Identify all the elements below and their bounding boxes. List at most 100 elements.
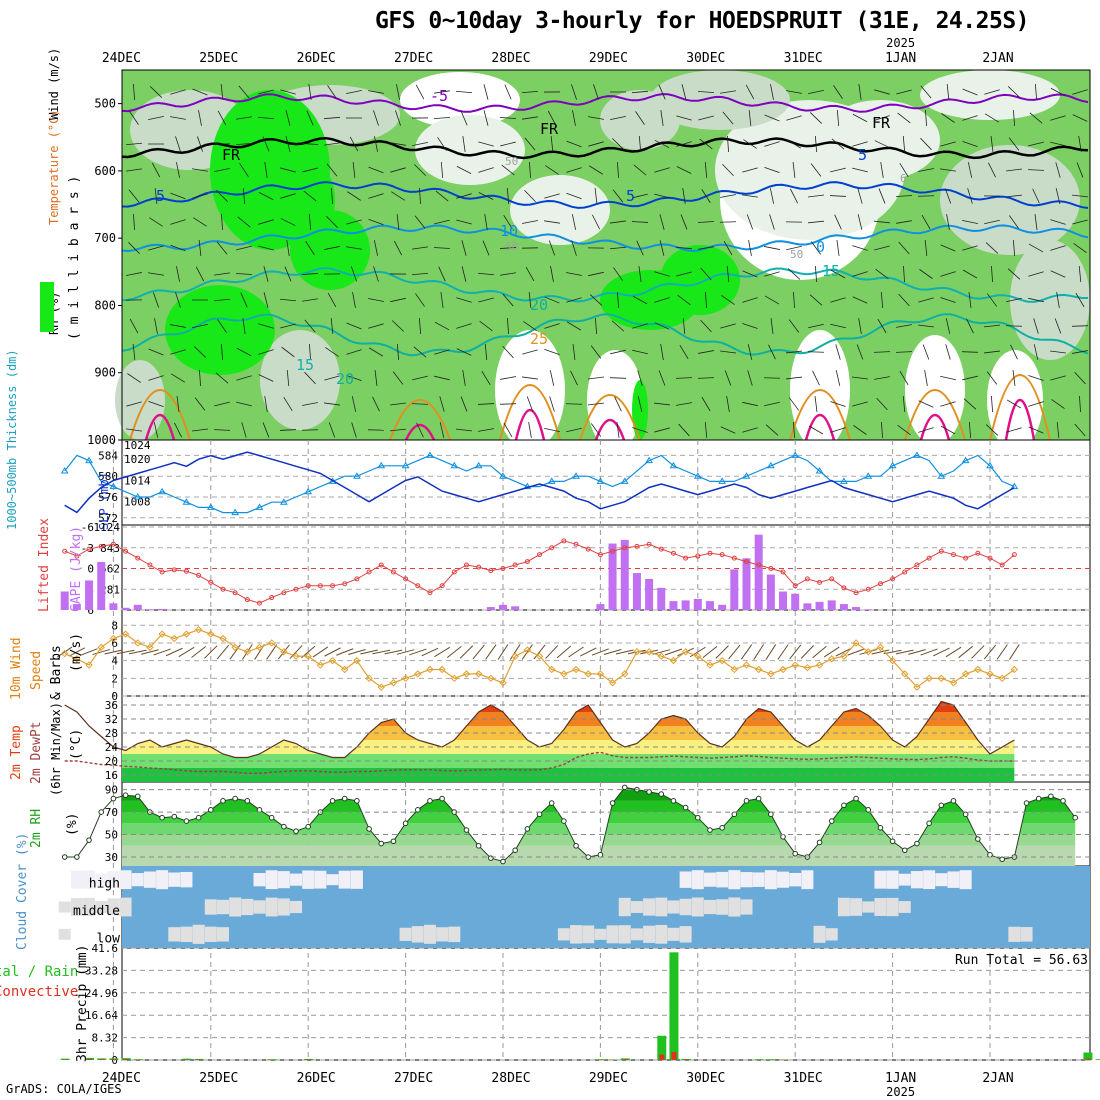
wind-barb	[808, 425, 824, 435]
rh-marker	[1072, 814, 1079, 821]
cloud-cover-cell	[58, 901, 71, 913]
wind-barb	[664, 648, 683, 656]
cloud-cover-cell	[703, 899, 716, 915]
lifted-index-marker	[841, 585, 847, 591]
wind-barb	[1034, 83, 1038, 101]
wind-barb	[214, 168, 230, 172]
wind-barb	[175, 292, 181, 308]
panel-frame	[121, 609, 1091, 697]
wind-barb	[374, 370, 378, 386]
wind-barb	[483, 110, 489, 126]
temp-tick-label: 24	[105, 741, 119, 754]
wind-barb	[485, 644, 497, 660]
rh-marker	[256, 807, 263, 813]
wind-barb	[745, 84, 755, 100]
bottom-day-label: 24DEC	[102, 1071, 141, 1086]
thickness-marker	[353, 472, 361, 479]
wind-barb	[349, 136, 359, 152]
cloud-cover-cell	[691, 870, 704, 890]
wind-speed-marker	[596, 670, 605, 678]
wind-barb	[589, 294, 603, 306]
wind-barb	[1050, 270, 1066, 278]
wind-barb	[588, 116, 604, 120]
lifted-index-marker	[488, 568, 494, 574]
rh-moist-region	[265, 155, 335, 245]
wind-barb	[522, 116, 538, 120]
cloud-cover-cell	[216, 927, 229, 942]
wind-barb	[324, 647, 341, 657]
cloud-cover-cell	[83, 897, 96, 917]
wind-barb	[548, 240, 556, 256]
wind-barb	[765, 424, 779, 436]
wind-barb	[220, 84, 224, 100]
wind-barb	[918, 324, 934, 328]
thickness-marker	[742, 472, 751, 479]
pressure-tick-label: 700	[94, 231, 116, 245]
rh-bands	[122, 787, 1076, 866]
wind-barb	[917, 195, 935, 197]
wind-barb	[967, 162, 973, 178]
wind-barb	[128, 242, 140, 254]
thickness-marker	[523, 482, 532, 490]
wind-barb	[918, 400, 934, 408]
lifted-index-marker	[865, 586, 871, 592]
wind-barb	[1074, 423, 1086, 437]
wind-barb	[834, 214, 842, 230]
wind-speed-marker	[401, 674, 410, 683]
contour-label: 5	[156, 187, 165, 205]
wind-barb	[324, 402, 340, 406]
rh-marker	[914, 840, 920, 847]
thickness-marker	[913, 451, 921, 458]
wind-barb	[675, 246, 693, 250]
cloud-cover-cell	[862, 901, 875, 913]
wind-speed-marker	[231, 643, 239, 652]
wind-barb	[176, 162, 180, 178]
wind-barb	[697, 377, 715, 379]
thickness-marker	[620, 477, 629, 484]
top-day-label: 24DEC	[102, 51, 141, 66]
wind-barb	[170, 116, 186, 120]
wind-barb	[613, 267, 623, 281]
cape-bar	[133, 604, 142, 610]
temp-tick-label: 36	[105, 699, 118, 712]
wind-barb	[479, 320, 493, 332]
precip-convective-bar	[111, 1059, 117, 1060]
wind-barb	[722, 111, 734, 125]
wind-barb	[1032, 188, 1040, 204]
wind-barb	[792, 291, 796, 309]
wind-barb	[351, 422, 357, 438]
wind-barb	[742, 194, 758, 198]
wind-speed-marker	[389, 679, 398, 687]
wind-barb	[922, 344, 930, 360]
cloud-level-label: high	[89, 877, 120, 892]
wind-barb	[723, 240, 733, 256]
cloud-cover-cell	[131, 873, 144, 887]
wind-barb	[579, 647, 597, 657]
wind-barb	[483, 84, 489, 100]
wind-barb	[571, 214, 577, 230]
wind-barb	[790, 188, 798, 204]
wind-barb	[266, 644, 278, 660]
pressure-tick-label: 800	[94, 298, 116, 312]
wind-barb	[170, 192, 186, 200]
wind-barb	[836, 240, 840, 256]
rh-shading-region	[260, 330, 340, 430]
lifted-index-marker	[62, 548, 68, 554]
wind-barb	[240, 292, 248, 308]
rh-shading-region	[495, 330, 565, 450]
rh-marker	[780, 833, 786, 840]
wind-barb	[958, 645, 973, 659]
isotherm-30	[144, 414, 176, 441]
cloud-cover-cell	[107, 898, 120, 916]
wind-barb	[986, 371, 998, 385]
wind-barb	[524, 137, 536, 151]
lifted-index-axis-label: Lifted Index	[37, 518, 52, 612]
top-day-label: 29DEC	[589, 51, 628, 66]
wind-speed-marker	[267, 639, 276, 647]
wind-barb	[830, 401, 846, 407]
wind-barb	[1012, 370, 1016, 386]
wind-speed-marker	[535, 652, 544, 660]
rh-marker	[293, 828, 299, 834]
wind-barb	[368, 347, 384, 357]
wind-barb	[456, 428, 472, 432]
